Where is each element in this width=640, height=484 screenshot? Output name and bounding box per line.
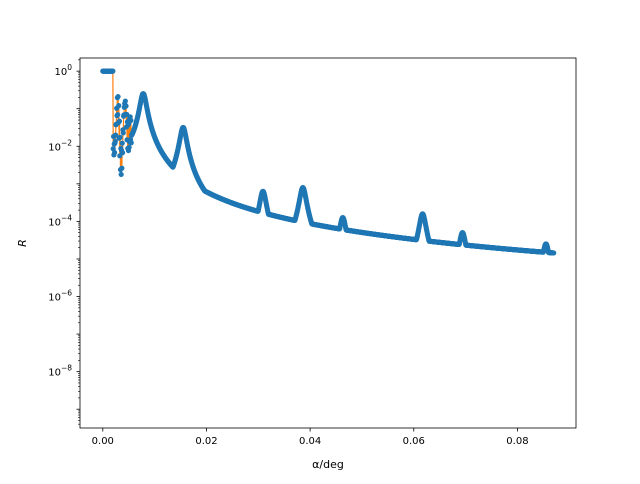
data-point	[551, 250, 556, 255]
data-point	[115, 94, 120, 99]
x-tick-label: 0.00	[92, 436, 114, 447]
data-point	[121, 130, 126, 135]
y-axis-label: R	[16, 239, 29, 247]
x-tick-label: 0.04	[299, 436, 321, 447]
data-point	[110, 69, 115, 74]
data-point	[128, 118, 133, 123]
data-point	[119, 172, 124, 177]
data-point	[116, 103, 121, 108]
data-point	[120, 150, 125, 155]
data-point	[115, 112, 120, 117]
x-tick-label: 0.06	[403, 436, 425, 447]
data-point	[129, 140, 134, 145]
data-point	[120, 141, 125, 146]
data-point	[123, 103, 128, 108]
x-axis-label: α/deg	[312, 458, 344, 471]
data-point	[119, 166, 124, 171]
data-point	[123, 98, 128, 103]
x-tick-label: 0.02	[195, 436, 217, 447]
data-point	[127, 145, 132, 150]
data-point	[117, 119, 122, 124]
data-point	[118, 135, 123, 140]
data-point	[112, 150, 117, 155]
x-tick-label: 0.08	[506, 436, 528, 447]
